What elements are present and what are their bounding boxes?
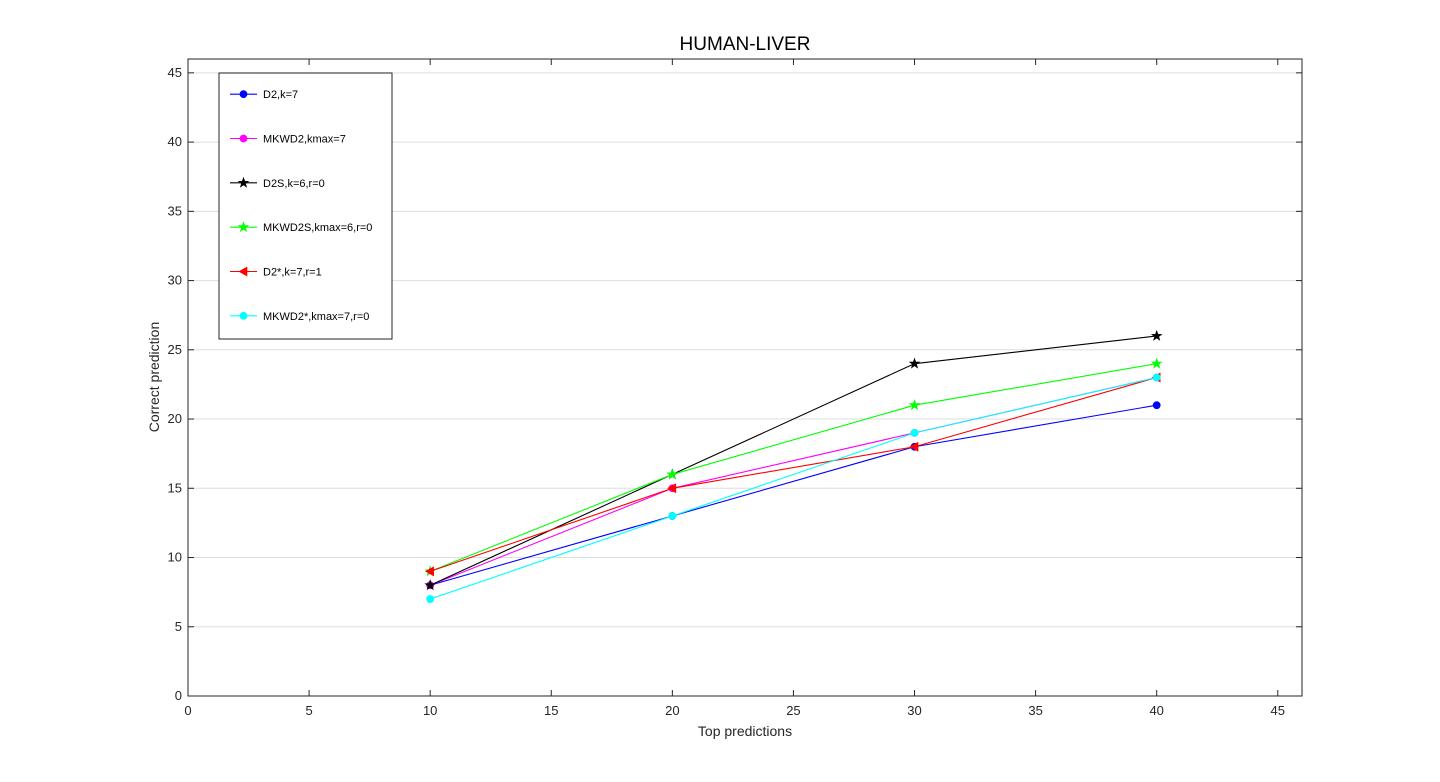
plot-area [187, 58, 1303, 697]
x-tick-label: 40 [1149, 703, 1163, 718]
legend-label: MKWD2*,kmax=7,r=0 [263, 311, 369, 323]
y-axis-label: Correct prediction [146, 322, 162, 433]
legend-item: D2S,k=6,r=0 [230, 176, 325, 190]
data-point [909, 441, 919, 452]
legend-marker [239, 90, 248, 99]
data-point [910, 428, 919, 437]
legend-item: MKWD2S,kmax=6,r=0 [230, 221, 372, 234]
x-tick-label: 0 [184, 703, 191, 718]
data-point [1152, 373, 1161, 382]
y-tick-label: 20 [168, 411, 182, 426]
data-point [424, 579, 436, 591]
data-point [908, 357, 921, 369]
data-point [666, 468, 679, 480]
y-tick-label: 15 [168, 480, 182, 495]
series-5 [425, 372, 1161, 577]
y-tick-label: 45 [168, 65, 182, 80]
legend-marker [239, 134, 248, 143]
x-tick-label: 5 [305, 703, 312, 718]
legend-marker [238, 266, 248, 277]
legend-marker [239, 311, 248, 320]
legend-label: D2*,k=7,r=1 [263, 267, 322, 279]
data-point [1150, 329, 1163, 341]
y-tick-label: 0 [175, 688, 182, 703]
series-line [429, 376, 1157, 600]
y-tick-label: 35 [168, 203, 182, 218]
series-lines [424, 329, 1163, 603]
x-tick-label: 30 [907, 703, 921, 718]
legend-item: D2,k=7 [230, 89, 298, 101]
x-tick-label: 25 [786, 703, 800, 718]
data-point [667, 483, 677, 494]
data-point [1150, 357, 1163, 369]
legend-box [218, 72, 393, 340]
legend-label: D2,k=7 [263, 89, 298, 101]
y-tick-label: 30 [168, 273, 182, 288]
data-point [1152, 401, 1161, 410]
chart-title: HUMAN-LIVER [680, 34, 811, 55]
axis-ticks: 0 5 10 15 20 25 30 35 40 45 0 5 10 15 20 25 30 35 40 45 [168, 59, 1302, 718]
series-line [429, 376, 1157, 572]
x-tick-label: 10 [423, 703, 437, 718]
data-point [668, 512, 677, 520]
legend-label: MKWD2S,kmax=6,r=0 [263, 222, 372, 234]
data-point [425, 566, 434, 577]
legend-item: MKWD2,kmax=7 [230, 134, 346, 146]
data-point [908, 399, 921, 411]
data-point [426, 595, 435, 603]
x-tick-label: 45 [1271, 703, 1285, 718]
series-line [429, 363, 1157, 572]
legend-label: D2S,k=6,r=0 [263, 178, 325, 190]
legend-item: MKWD2*,kmax=7,r=0 [230, 311, 369, 323]
legend-marker [237, 176, 250, 188]
series-line [430, 404, 1157, 586]
x-tick-label: 15 [544, 703, 558, 718]
y-tick-label: 5 [175, 619, 182, 634]
series-1 [426, 401, 1161, 590]
x-tick-label: 20 [665, 703, 679, 718]
x-tick-label: 35 [1028, 703, 1042, 718]
y-tick-label: 10 [168, 550, 182, 565]
series-6 [426, 373, 1161, 603]
y-tick-label: 25 [168, 342, 182, 357]
y-tick-label: 40 [168, 134, 182, 149]
legend-label: MKWD2,kmax=7 [263, 134, 346, 146]
legend-marker [237, 221, 250, 233]
legend-item: D2*,k=7,r=1 [230, 266, 322, 279]
x-axis-label: Top predictions [698, 723, 792, 739]
legend: D2,k=7 MKWD2,kmax=7 D2S,k=6,r=0 MKWD2S,kmax… [218, 72, 393, 340]
